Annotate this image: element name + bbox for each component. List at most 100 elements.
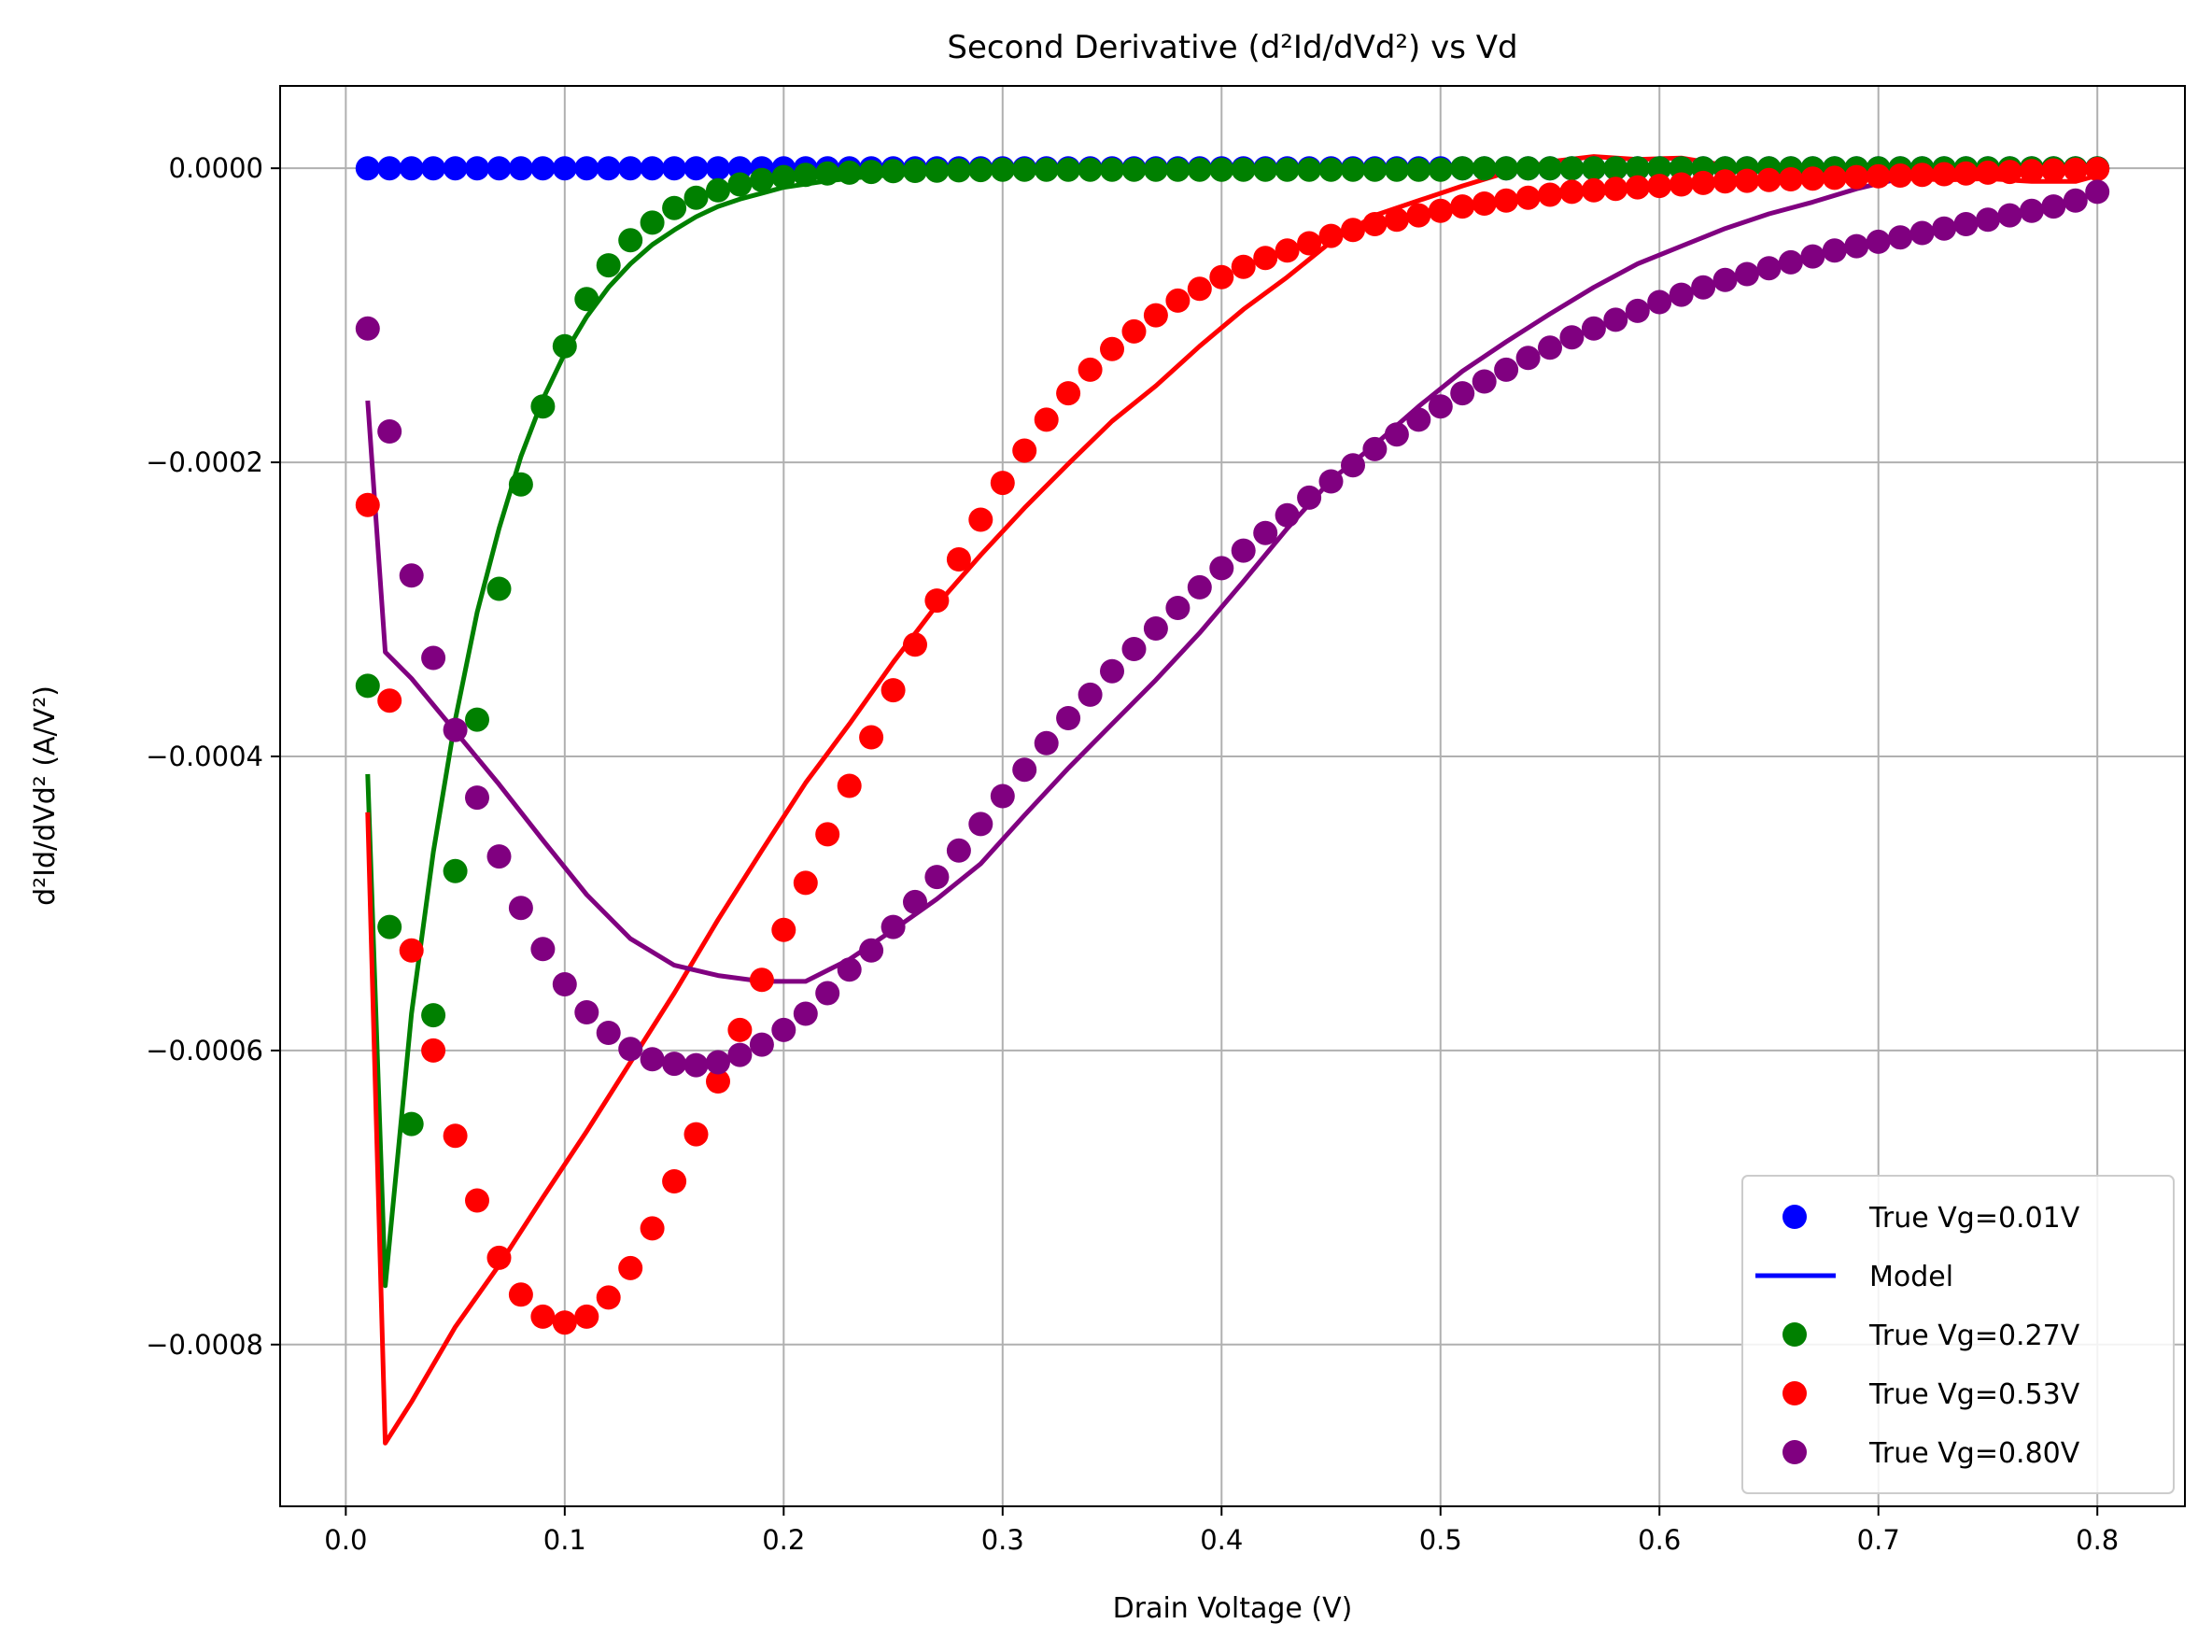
data-point bbox=[530, 156, 556, 181]
data-point bbox=[1603, 156, 1628, 181]
chart-title: Second Derivative (d²Id/dVd²) vs Vd bbox=[947, 29, 1517, 66]
data-point bbox=[574, 156, 599, 181]
data-point bbox=[793, 870, 818, 896]
data-point bbox=[1909, 220, 1935, 246]
data-point bbox=[706, 177, 730, 203]
data-point bbox=[1735, 168, 1759, 193]
data-point bbox=[1822, 165, 1847, 191]
data-point bbox=[1647, 174, 1672, 199]
data-point bbox=[1888, 225, 1913, 250]
data-point bbox=[2041, 194, 2066, 219]
data-point bbox=[859, 938, 884, 963]
data-point bbox=[2019, 159, 2044, 184]
data-point bbox=[355, 316, 380, 341]
data-point bbox=[399, 1111, 424, 1137]
plot-frame bbox=[279, 85, 2186, 1507]
data-point bbox=[1559, 156, 1585, 181]
legend-marker bbox=[1782, 1381, 1807, 1405]
data-point bbox=[1472, 369, 1497, 394]
legend-marker bbox=[1782, 1440, 1807, 1464]
data-point bbox=[1559, 179, 1585, 205]
data-point bbox=[1472, 191, 1497, 216]
plot-area bbox=[355, 154, 2110, 1446]
y-tick-label: −0.0004 bbox=[146, 741, 263, 772]
data-point bbox=[1494, 357, 1519, 382]
data-point bbox=[1515, 185, 1541, 210]
data-point bbox=[1472, 156, 1497, 181]
data-point bbox=[1669, 172, 1694, 197]
data-point bbox=[618, 1255, 643, 1280]
data-point bbox=[793, 1001, 818, 1026]
data-point bbox=[399, 156, 424, 181]
data-point bbox=[1756, 256, 1782, 281]
data-point bbox=[596, 1021, 621, 1045]
data-point bbox=[1844, 164, 1869, 190]
data-point bbox=[946, 158, 971, 183]
data-point bbox=[552, 333, 577, 359]
data-point bbox=[1932, 216, 1957, 241]
data-point bbox=[1953, 161, 1979, 186]
data-point bbox=[815, 822, 840, 847]
data-point bbox=[508, 156, 533, 181]
data-point bbox=[1822, 238, 1847, 263]
data-point bbox=[486, 1245, 512, 1270]
data-point bbox=[596, 1285, 621, 1310]
legend: True Vg=0.01V Model True Vg=0.27V True Vg=0… bbox=[1741, 1175, 2175, 1494]
data-point bbox=[1800, 166, 1825, 191]
data-point bbox=[683, 1052, 709, 1078]
data-point bbox=[815, 981, 840, 1006]
data-point bbox=[574, 1000, 599, 1024]
data-point bbox=[552, 156, 577, 181]
data-point bbox=[1428, 394, 1453, 419]
data-point bbox=[1100, 658, 1124, 684]
data-point bbox=[968, 812, 993, 837]
data-point bbox=[1669, 282, 1694, 307]
data-point bbox=[1538, 182, 1562, 207]
data-point bbox=[1450, 381, 1475, 406]
data-point bbox=[1866, 229, 1891, 254]
data-point bbox=[355, 492, 380, 517]
data-point bbox=[377, 156, 402, 181]
data-point bbox=[1318, 223, 1344, 248]
data-point bbox=[618, 228, 643, 253]
y-tick-label: −0.0002 bbox=[146, 446, 263, 478]
data-point bbox=[2063, 188, 2088, 213]
data-point bbox=[1121, 318, 1147, 344]
data-point bbox=[1165, 596, 1191, 620]
data-point bbox=[662, 1169, 687, 1193]
data-point bbox=[683, 156, 709, 181]
data-point bbox=[1778, 167, 1803, 191]
legend-label: True Vg=0.53V bbox=[1868, 1378, 2080, 1411]
data-point bbox=[1384, 157, 1409, 182]
data-point bbox=[771, 917, 796, 942]
x-tick-label: 0.1 bbox=[543, 1524, 586, 1556]
data-point bbox=[1997, 160, 2022, 185]
data-point bbox=[486, 576, 512, 601]
data-point bbox=[1253, 520, 1278, 545]
data-point bbox=[1012, 157, 1037, 182]
data-point bbox=[530, 937, 556, 962]
data-point bbox=[1844, 233, 1869, 259]
data-point bbox=[508, 896, 533, 921]
data-point bbox=[1494, 156, 1519, 181]
y-axis-label: d²Id/dVd² (A/V²) bbox=[29, 685, 62, 906]
data-point bbox=[1494, 188, 1519, 213]
data-point bbox=[1428, 198, 1453, 223]
data-point bbox=[706, 1069, 730, 1094]
data-point bbox=[377, 419, 402, 444]
legend-label: True Vg=0.27V bbox=[1868, 1320, 2080, 1352]
data-point bbox=[1976, 160, 2000, 185]
data-point bbox=[1866, 163, 1891, 189]
data-point bbox=[1712, 267, 1738, 292]
data-point bbox=[1559, 325, 1585, 350]
data-point bbox=[924, 158, 950, 183]
data-point bbox=[377, 914, 402, 939]
data-point bbox=[596, 253, 621, 278]
data-point bbox=[1318, 157, 1344, 182]
data-point bbox=[727, 1042, 753, 1067]
data-point bbox=[1056, 157, 1081, 182]
data-point bbox=[1735, 261, 1759, 287]
data-point bbox=[1450, 194, 1475, 219]
data-point bbox=[355, 156, 380, 181]
y-tick-label: −0.0008 bbox=[146, 1329, 263, 1361]
